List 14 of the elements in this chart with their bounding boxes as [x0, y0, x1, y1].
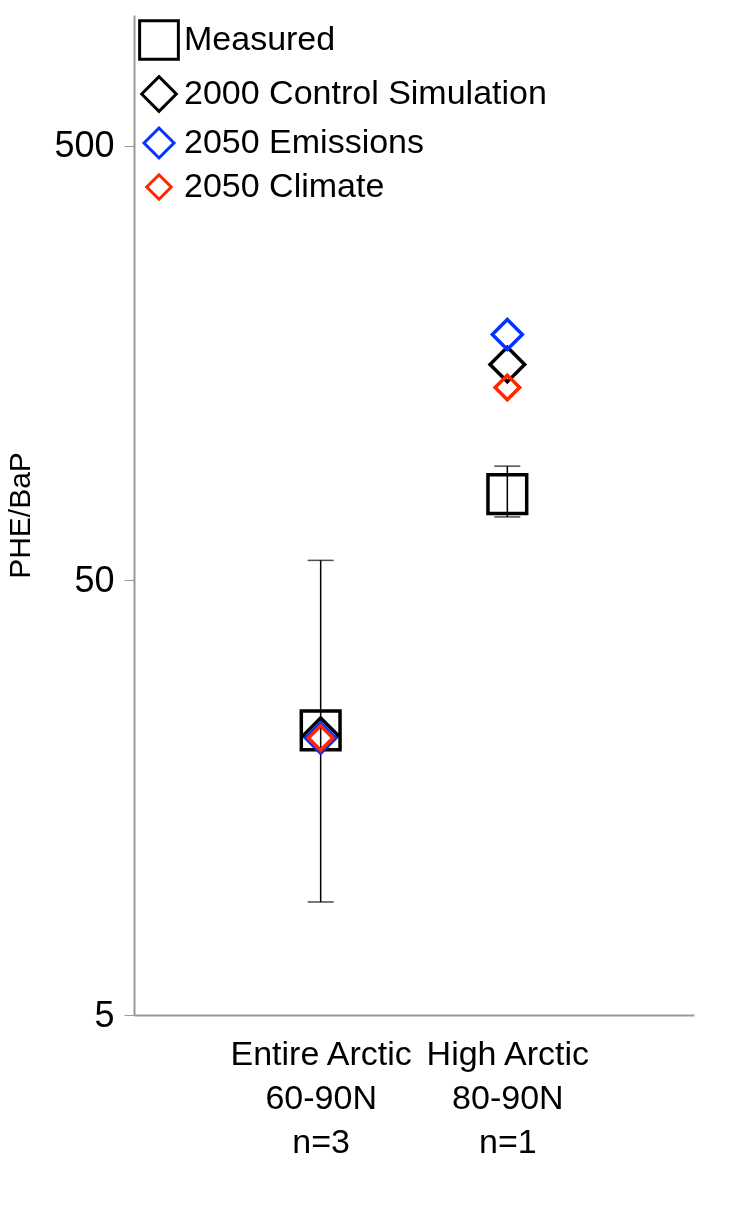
- y-tick-label: 50: [74, 558, 115, 600]
- legend-label: Measured: [184, 19, 336, 57]
- point: [490, 317, 525, 352]
- x-tick-label: High Arctic 80-90N n=1: [426, 1033, 590, 1160]
- legend-label: 2050 Climate: [184, 166, 385, 204]
- y-axis-title: PHE/BaP: [3, 452, 37, 579]
- y-tick-label: 5: [94, 993, 115, 1035]
- point: [486, 472, 529, 516]
- point: [299, 709, 342, 752]
- x-tick-label: Entire Arctic 60-90N n=3: [230, 1033, 412, 1160]
- point: [493, 373, 522, 402]
- legend-label: 2000 Control Simulation: [184, 73, 547, 111]
- legend-label: 2050 Emissions: [184, 122, 425, 160]
- y-tick-label: 500: [54, 124, 115, 166]
